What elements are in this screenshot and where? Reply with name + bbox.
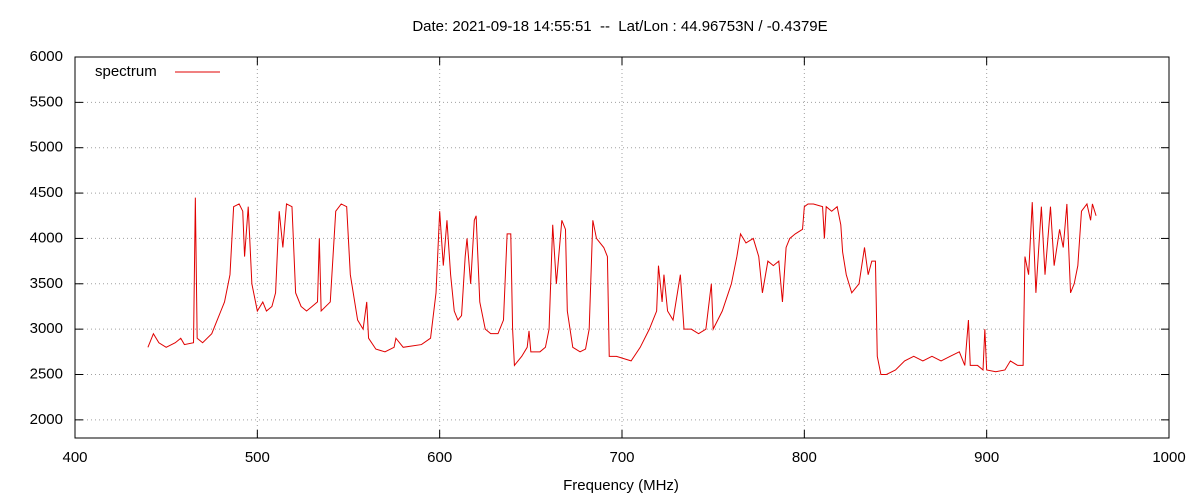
y-tick-label: 5500 xyxy=(30,93,63,110)
y-tick-label: 4500 xyxy=(30,184,63,201)
legend-label: spectrum xyxy=(95,63,157,80)
chart-title: Date: 2021-09-18 14:55:51 -- Lat/Lon : 4… xyxy=(412,18,827,35)
x-tick-label: 400 xyxy=(62,449,87,466)
x-tick-label: 500 xyxy=(245,449,270,466)
y-tick-label: 4000 xyxy=(30,229,63,246)
spectrum-line xyxy=(147,197,1097,375)
x-tick-label: 1000 xyxy=(1152,449,1185,466)
x-tick-label: 900 xyxy=(974,449,999,466)
y-tick-label: 5000 xyxy=(30,139,63,156)
x-tick-label: 800 xyxy=(792,449,817,466)
x-tick-label: 700 xyxy=(609,449,634,466)
y-tick-label: 6000 xyxy=(30,48,63,65)
x-tick-label: 600 xyxy=(427,449,452,466)
y-tick-label: 2500 xyxy=(30,365,63,382)
plot-border xyxy=(74,56,1170,439)
y-tick-label: 3500 xyxy=(30,275,63,292)
x-axis-label: Frequency (MHz) xyxy=(563,477,679,494)
y-tick-label: 2000 xyxy=(30,411,63,428)
y-tick-label: 3000 xyxy=(30,320,63,337)
